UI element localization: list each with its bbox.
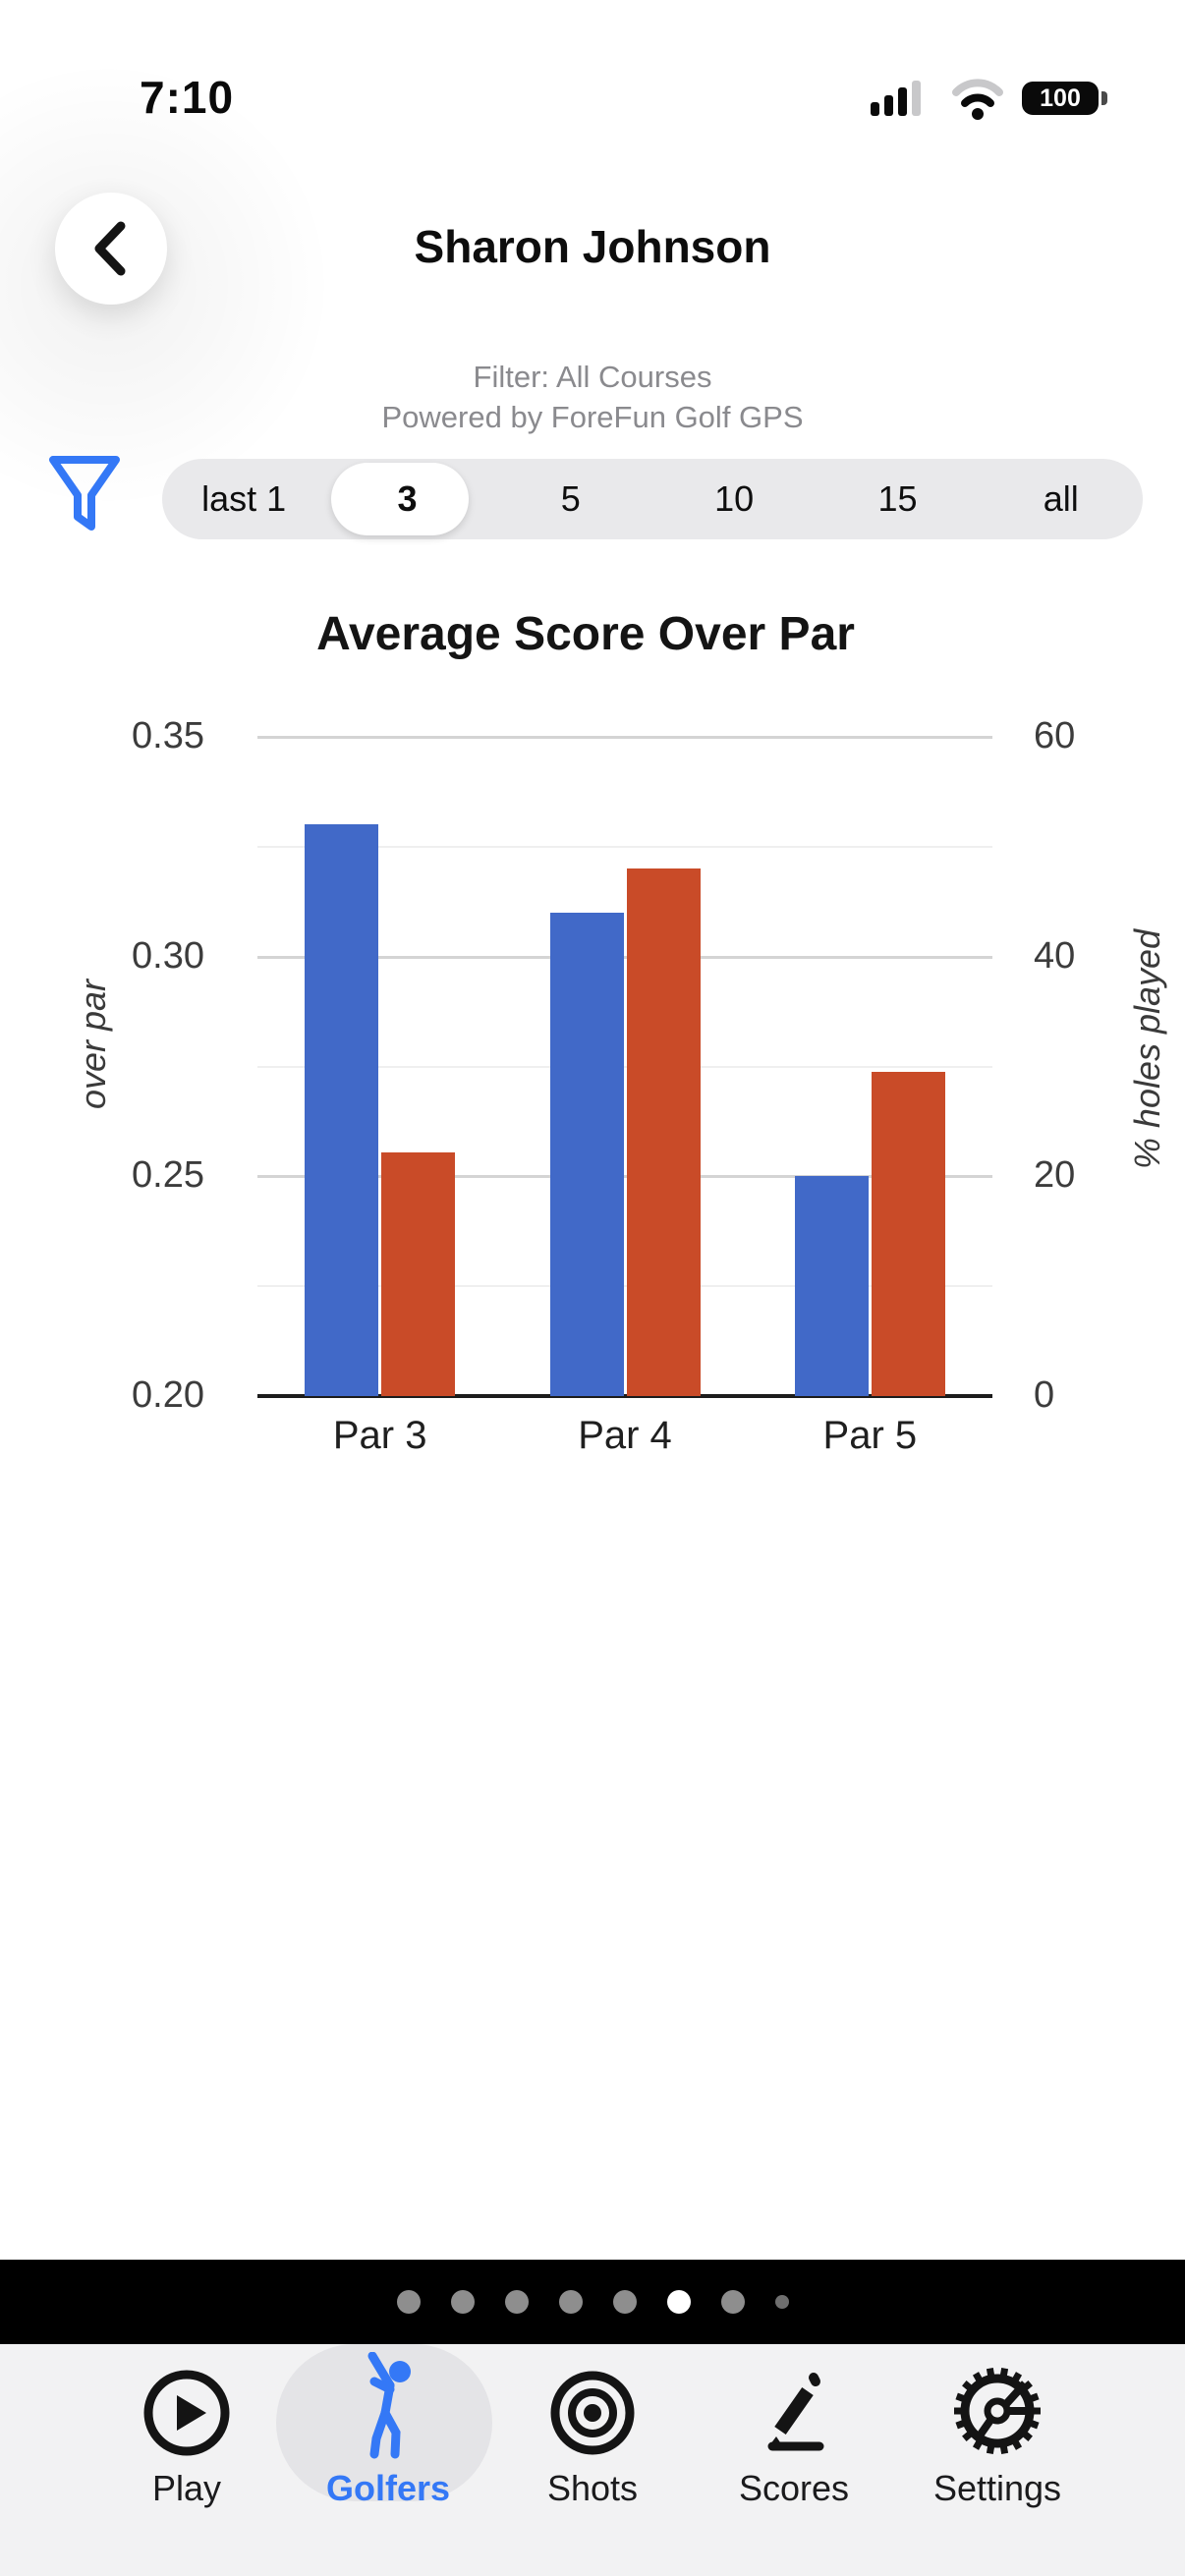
wifi-icon [952,79,1003,120]
filter-button[interactable] [47,454,122,543]
x-axis-line [257,1394,992,1398]
tab-golfers[interactable]: Golfers [290,2344,486,2541]
page-dot-7 [720,2290,745,2314]
gridline-minor [257,1285,992,1288]
filter-funnel-icon [49,456,120,531]
page-dot-2 [450,2290,475,2314]
gear-icon [899,2344,1096,2460]
powered-by-text: Powered by ForeFun Golf GPS [381,400,804,434]
target-icon [494,2344,691,2460]
left-axis-tick: 0.20 [132,1374,204,1416]
tab-bar: Play Golfers [0,2344,1185,2576]
bar-holes-played-par-4 [626,868,701,1396]
chevron-left-icon [94,221,126,276]
x-axis-label: Par 5 [822,1414,918,1457]
tab-settings-label: Settings [932,2468,1062,2508]
tab-settings[interactable]: Settings [899,2344,1096,2541]
gridline [257,1175,992,1179]
segment-15[interactable]: 15 [877,478,918,519]
battery-icon: 100 [1022,82,1107,115]
tab-shots[interactable]: Shots [494,2344,691,2541]
back-button[interactable] [55,193,167,305]
bar-holes-played-par-3 [381,1151,456,1396]
page-dot-8 [774,2295,789,2309]
right-axis-tick: 20 [1034,1154,1076,1197]
cellular-signal-icon [871,81,921,116]
bar-over-par-par-3 [305,824,379,1396]
tab-golfers-label: Golfers [325,2468,451,2508]
filter-status-text: Filter: All Courses [473,360,712,394]
battery-percent: 100 [1040,84,1081,112]
status-time: 7:10 [140,71,234,124]
bar-over-par-par-5 [794,1176,869,1396]
tab-scores-label: Scores [738,2468,850,2508]
tab-scores[interactable]: Scores [696,2344,892,2541]
left-axis-tick: 0.35 [132,715,204,756]
average-score-chart: Average Score Over Par over par % holes … [0,589,1185,1523]
left-axis-tick: 0.30 [132,934,204,977]
gridline [257,955,992,959]
play-icon [88,2344,285,2460]
bar-holes-played-par-5 [871,1072,945,1396]
page-dot-5 [612,2290,637,2314]
segment-last-1[interactable]: last 1 [201,478,287,519]
golfer-icon [290,2344,486,2460]
x-axis-label: Par 4 [578,1414,672,1457]
range-segmented-control: last 1 3 5 10 15 all [162,459,1143,539]
tab-play-label: Play [151,2468,222,2508]
page-dot-4 [558,2290,583,2314]
segment-5[interactable]: 5 [560,478,581,519]
page-dot-6 [666,2290,691,2314]
page-dot-1 [396,2290,421,2314]
segment-10[interactable]: 10 [714,478,755,519]
right-axis-tick: 40 [1034,934,1076,977]
page-title: Sharon Johnson [414,221,771,272]
page-indicator[interactable] [0,2260,1185,2344]
bar-over-par-par-4 [549,912,624,1396]
gridline-minor [257,1065,992,1068]
status-icons: 100 [871,77,1107,120]
segment-all[interactable]: all [1043,478,1079,519]
x-axis-label: Par 3 [332,1414,427,1457]
right-axis-tick: 60 [1034,715,1076,756]
selected-segment-pill [331,463,469,535]
gridline [257,736,992,739]
pencil-score-icon [696,2344,892,2460]
chart-title: Average Score Over Par [316,608,855,660]
segment-3[interactable]: 3 [397,478,418,519]
gridline-minor [257,845,992,848]
page-dot-3 [504,2290,529,2314]
tab-shots-label: Shots [546,2468,639,2508]
right-axis-tick: 0 [1034,1374,1055,1416]
left-axis-tick: 0.25 [132,1154,204,1197]
tab-play[interactable]: Play [88,2344,285,2541]
